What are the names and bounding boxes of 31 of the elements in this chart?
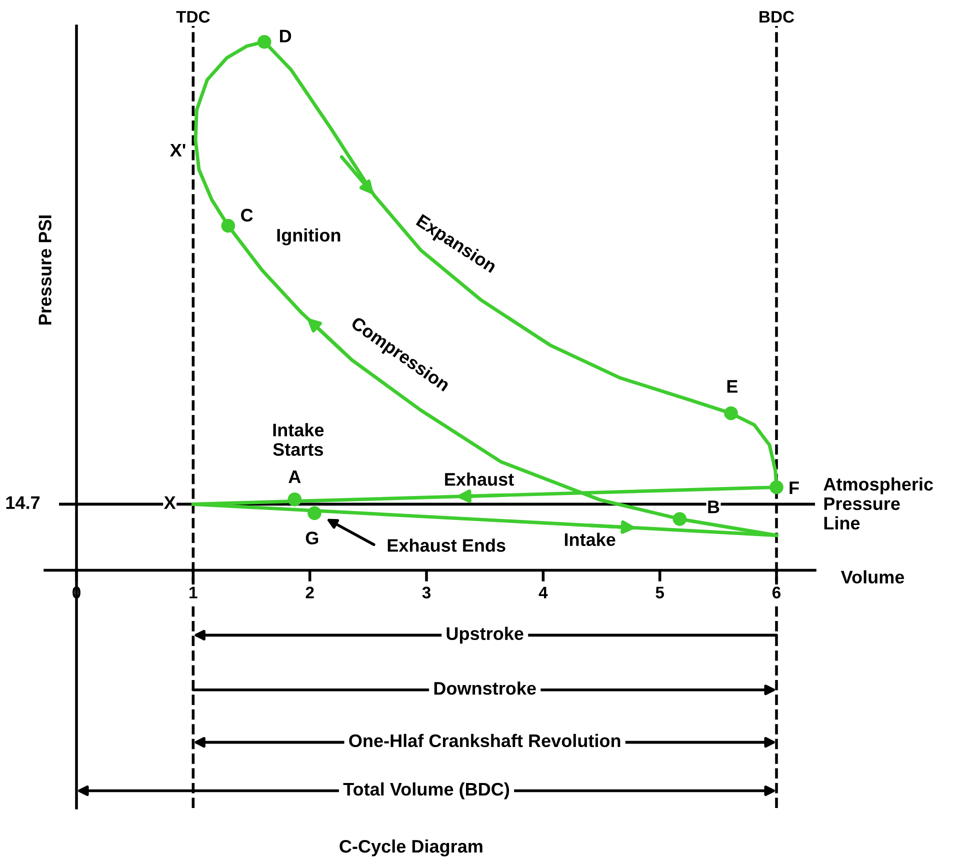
ref-line-label: BDC [760,10,794,23]
annotation: A [288,470,301,483]
annotation: X' [170,144,186,156]
annotation: D [280,30,292,42]
x-tick-label: 5 [656,586,664,598]
x-tick-label: 1 [190,586,198,598]
text: C-Cycle Diagram [340,839,482,856]
annotation: Exhaust [445,472,514,486]
y-axis-title: Pressure PSI [38,215,52,324]
annotation: Intake [564,532,616,546]
x-tick-label: 4 [538,586,548,598]
text: Downstroke [434,682,536,695]
x-axis-title: Volume [840,570,904,584]
x-tick-label: 2 [306,586,314,598]
text: 14.7 [6,496,40,509]
annotation: E [727,380,738,393]
text: One-Hlaf Crankshaft Revolution [349,734,620,748]
annotation: C [241,208,253,222]
annotation: G [306,532,318,544]
text: Upstroke [446,626,524,644]
annotation: X [164,496,176,509]
text: Atmospheric Pressure Line [824,477,933,530]
annotation: B [708,500,720,514]
x-tick-label: 3 [422,586,431,598]
annotation: Exhaust Ends [388,538,506,552]
x-tick-label: 6 [772,586,781,598]
ref-line-label: TDC [176,10,210,23]
annotation: F [790,482,799,494]
annotation: Ignition [277,228,340,246]
text: Total Volume (BDC) [343,782,510,800]
annotation: Intake Starts [273,423,324,456]
